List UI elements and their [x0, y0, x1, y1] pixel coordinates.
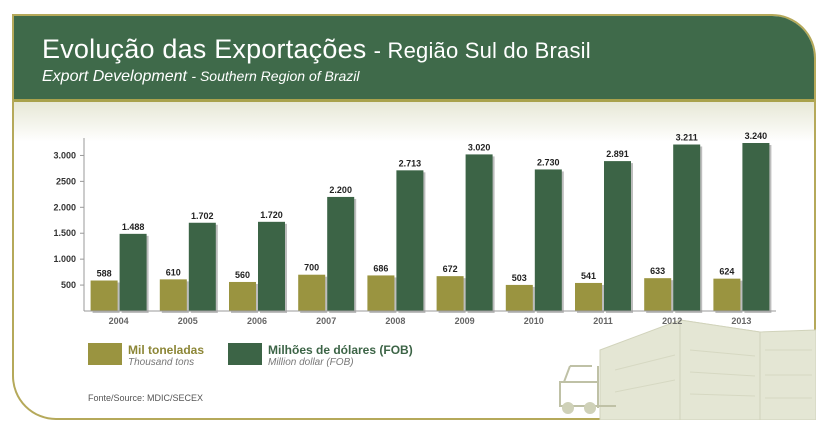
bar-fob-2009 [465, 154, 493, 311]
header-banner: Evolução das Exportações - Região Sul do… [14, 16, 814, 102]
x-tick-label-2009: 2009 [455, 316, 475, 326]
data-label-fob-2005: 1.702 [191, 211, 214, 221]
bar-tons-2008 [367, 275, 395, 311]
bar-tons-2004 [90, 280, 118, 311]
bar-tons-2011 [575, 282, 602, 311]
legend-fob-swatch [228, 343, 262, 365]
y-tick-label: 500 [61, 280, 76, 290]
legend-fob-sub: Million dollar (FOB) [268, 357, 354, 368]
y-tick-label: 1.000 [53, 254, 76, 264]
data-label-tons-2009: 672 [443, 264, 458, 274]
header-gradient [14, 102, 814, 142]
title-en-main: Export Development [42, 68, 187, 85]
data-label-tons-2006: 560 [235, 270, 250, 280]
bar-fob-2004 [119, 233, 147, 311]
x-tick-label-2005: 2005 [178, 316, 198, 326]
bar-fob-2005 [188, 222, 216, 311]
data-label-fob-2008: 2.713 [399, 158, 422, 168]
bar-tons-2010 [505, 284, 533, 311]
bar-tons-2007 [298, 274, 326, 311]
data-label-fob-2010: 2.730 [537, 157, 560, 167]
x-tick-label-2007: 2007 [316, 316, 336, 326]
data-label-tons-2012: 633 [650, 266, 665, 276]
data-label-fob-2004: 1.488 [122, 222, 145, 232]
title-english: Export Development - Southern Region of … [42, 68, 360, 86]
bar-fob-2008 [396, 170, 424, 311]
bar-fob-2013 [742, 143, 770, 311]
bar-tons-2005 [159, 279, 187, 311]
data-label-tons-2008: 686 [373, 263, 388, 273]
title-portuguese: Evolução das Exportações - Região Sul do… [42, 34, 591, 65]
title-en-rest: - Southern Region of Brazil [191, 68, 360, 84]
legend-tons-label: Mil toneladas [128, 343, 205, 357]
x-tick-label-2006: 2006 [247, 316, 267, 326]
bar-tons-2006 [229, 281, 256, 311]
data-label-tons-2010: 503 [512, 273, 527, 283]
source-note: Fonte/Source: MDIC/SECEX [88, 393, 204, 403]
legend-tons-sub: Thousand tons [128, 357, 195, 368]
bar-fob-2007 [327, 196, 355, 311]
x-tick-label-2004: 2004 [109, 316, 129, 326]
data-label-fob-2007: 2.200 [329, 185, 352, 195]
y-tick-label: 2500 [56, 176, 76, 186]
data-label-fob-2012: 3.211 [676, 133, 698, 143]
bar-tons-2013 [713, 278, 741, 311]
data-label-tons-2011: 541 [581, 271, 596, 281]
data-label-tons-2004: 588 [97, 269, 112, 279]
data-label-tons-2007: 700 [304, 263, 319, 273]
data-label-fob-2009: 3.020 [468, 142, 491, 152]
x-tick-label-2011: 2011 [593, 316, 613, 326]
bar-tons-2009 [436, 276, 464, 311]
bar-fob-2011 [604, 161, 631, 311]
title-pt-main: Evolução das Exportações [42, 34, 367, 64]
y-tick-label: 3.000 [53, 150, 76, 160]
data-label-fob-2011: 2.891 [606, 149, 629, 159]
data-label-fob-2006: 1.720 [260, 210, 283, 220]
title-pt-rest: - Região Sul do Brasil [373, 38, 591, 63]
legend-fob: Milhões de dólares (FOB) Million dollar … [228, 343, 428, 373]
bar-fob-2012 [673, 144, 701, 311]
data-label-fob-2013: 3.240 [745, 131, 768, 141]
legend-tons: Mil toneladas Thousand tons [88, 343, 228, 373]
data-label-tons-2013: 624 [719, 267, 734, 277]
x-tick-label-2010: 2010 [524, 316, 544, 326]
legend-fob-label: Milhões de dólares (FOB) [268, 343, 413, 357]
x-tick-label-2013: 2013 [731, 316, 751, 326]
legend-tons-swatch [88, 343, 122, 365]
x-tick-label-2008: 2008 [385, 316, 405, 326]
x-tick-label-2012: 2012 [662, 316, 682, 326]
bar-fob-2010 [534, 169, 562, 311]
y-tick-label: 1.500 [53, 228, 76, 238]
bar-tons-2012 [644, 278, 672, 311]
forklift-warehouse-illustration [559, 319, 816, 420]
bar-fob-2006 [258, 221, 285, 311]
y-tick-label: 2.000 [53, 202, 76, 212]
data-label-tons-2005: 610 [166, 267, 181, 277]
